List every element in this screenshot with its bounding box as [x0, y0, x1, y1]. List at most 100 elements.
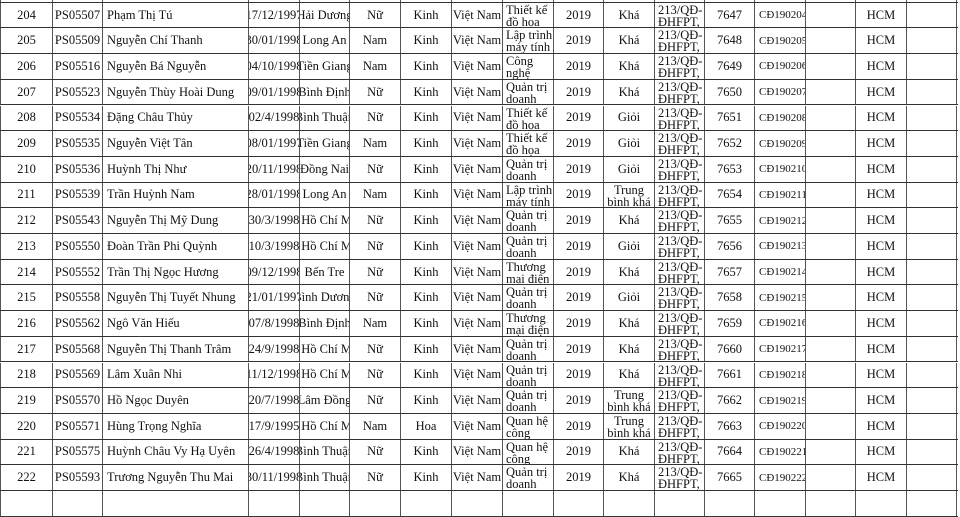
cell-extra[interactable]: [805, 285, 855, 311]
cell-code[interactable]: [754, 0, 805, 2]
cell-dob[interactable]: 20/11/1998: [248, 156, 299, 182]
cell-name[interactable]: Trần Huỳnh Nam: [102, 182, 248, 208]
cell-nation[interactable]: Việt Nam: [451, 439, 502, 465]
cell-ethnic[interactable]: Kinh: [400, 208, 451, 233]
cell-gender[interactable]: Nữ: [349, 439, 400, 465]
cell-year[interactable]: 2019: [553, 105, 603, 131]
cell-grade[interactable]: Giỏi: [603, 285, 654, 311]
cell-code[interactable]: CĐ190209: [754, 131, 805, 156]
cell-year[interactable]: 2019: [553, 336, 603, 362]
cell-year[interactable]: 2019: [553, 131, 603, 156]
cell-nation[interactable]: Việt Nam: [451, 413, 502, 439]
cell-campus[interactable]: HCM: [855, 234, 906, 259]
cell-dob[interactable]: 20/7/1998: [248, 388, 299, 413]
cell-major[interactable]: Quản trị doanh: [502, 234, 553, 259]
cell-name[interactable]: Huỳnh Châu Vy Hạ Uyên: [102, 439, 248, 465]
cell-decision[interactable]: 213/QĐ-ĐHFPT,: [654, 311, 704, 336]
cell-nation[interactable]: Việt Nam: [451, 131, 502, 156]
cell-note[interactable]: [906, 105, 957, 131]
cell-place[interactable]: Bình Định: [299, 79, 349, 105]
cell-ethnic[interactable]: Kinh: [400, 28, 451, 54]
cell-no[interactable]: 215: [0, 285, 52, 311]
cell-decision[interactable]: 213/QĐ-ĐHFPT,: [654, 156, 704, 182]
cell-no[interactable]: 204: [0, 2, 52, 28]
cell-ethnic[interactable]: Kinh: [400, 362, 451, 388]
cell-nation[interactable]: Việt Nam: [451, 156, 502, 182]
cell-ethnic[interactable]: [400, 0, 451, 2]
cell-no[interactable]: 213: [0, 234, 52, 259]
cell-campus[interactable]: HCM: [855, 182, 906, 208]
cell-num[interactable]: 7649: [704, 54, 754, 79]
cell-note[interactable]: [906, 79, 957, 105]
cell-dob[interactable]: 24/9/1998: [248, 336, 299, 362]
cell-id[interactable]: PS05575: [52, 439, 102, 465]
cell-extra[interactable]: [805, 336, 855, 362]
cell-place[interactable]: Bình Dương: [299, 285, 349, 311]
cell-campus[interactable]: HCM: [855, 362, 906, 388]
cell-no[interactable]: 218: [0, 362, 52, 388]
cell-campus[interactable]: HCM: [855, 259, 906, 285]
cell-campus[interactable]: HCM: [855, 439, 906, 465]
cell-place[interactable]: Long An: [299, 182, 349, 208]
cell-no[interactable]: 216: [0, 311, 52, 336]
cell-code[interactable]: CĐ190207: [754, 79, 805, 105]
cell-grade[interactable]: Khá: [603, 336, 654, 362]
cell-grade[interactable]: Khá: [603, 259, 654, 285]
cell-note[interactable]: [906, 28, 957, 54]
cell-extra[interactable]: [805, 79, 855, 105]
cell-grade[interactable]: Khá: [603, 28, 654, 54]
cell-nation[interactable]: Việt Nam: [451, 105, 502, 131]
cell-ethnic[interactable]: Kinh: [400, 311, 451, 336]
cell-year[interactable]: 2019: [553, 54, 603, 79]
cell-id[interactable]: PS05562: [52, 311, 102, 336]
cell-note[interactable]: [906, 413, 957, 439]
cell-decision[interactable]: 213/QĐ-ĐHFPT,: [654, 131, 704, 156]
cell-note[interactable]: [906, 208, 957, 233]
cell-extra[interactable]: [805, 259, 855, 285]
cell-nation[interactable]: Việt Nam: [451, 388, 502, 413]
cell-dob[interactable]: 08/01/1997: [248, 131, 299, 156]
cell-nation[interactable]: Việt Nam: [451, 79, 502, 105]
cell-dob[interactable]: 02/4/1998: [248, 105, 299, 131]
cell-code[interactable]: CĐ190212: [754, 208, 805, 233]
cell-place[interactable]: Tiền Giang: [299, 131, 349, 156]
cell-note[interactable]: [906, 234, 957, 259]
cell-grade[interactable]: Khá: [603, 54, 654, 79]
cell-major[interactable]: Thương mại điện: [502, 259, 553, 285]
cell-note[interactable]: [906, 336, 957, 362]
cell-gender[interactable]: Nữ: [349, 336, 400, 362]
cell-dob[interactable]: 30/01/1998: [248, 28, 299, 54]
cell-gender[interactable]: Nữ: [349, 465, 400, 490]
cell-place[interactable]: Bến Tre: [299, 259, 349, 285]
cell-dob[interactable]: 04/10/1998: [248, 54, 299, 79]
cell-campus[interactable]: HCM: [855, 105, 906, 131]
cell-id[interactable]: PS05535: [52, 131, 102, 156]
cell-year[interactable]: 2019: [553, 259, 603, 285]
cell-campus[interactable]: HCM: [855, 79, 906, 105]
cell-name[interactable]: Lâm Xuân Nhi: [102, 362, 248, 388]
cell-major[interactable]: Quan hệ công: [502, 439, 553, 465]
cell-id[interactable]: PS05523: [52, 79, 102, 105]
cell-dob[interactable]: 30/3/1998: [248, 208, 299, 233]
cell-code[interactable]: CĐ190210: [754, 156, 805, 182]
cell-major[interactable]: Quản trị doanh: [502, 285, 553, 311]
cell-campus[interactable]: HCM: [855, 54, 906, 79]
cell-year[interactable]: 2019: [553, 362, 603, 388]
cell-ethnic[interactable]: Kinh: [400, 2, 451, 28]
cell-nation[interactable]: Việt Nam: [451, 465, 502, 490]
cell-name[interactable]: Trần Thị Ngọc Hương: [102, 259, 248, 285]
cell-ethnic[interactable]: Kinh: [400, 105, 451, 131]
cell-id[interactable]: PS05536: [52, 156, 102, 182]
cell-dob[interactable]: 09/01/1998: [248, 79, 299, 105]
cell-grade[interactable]: Khá: [603, 439, 654, 465]
cell-nation[interactable]: Việt Nam: [451, 54, 502, 79]
cell-no[interactable]: 208: [0, 105, 52, 131]
cell-year[interactable]: 2019: [553, 28, 603, 54]
cell-name[interactable]: Nguyễn Việt Tân: [102, 131, 248, 156]
cell-ethnic[interactable]: Kinh: [400, 79, 451, 105]
cell-decision[interactable]: 213/QĐ-ĐHFPT,: [654, 234, 704, 259]
cell-num[interactable]: 7654: [704, 182, 754, 208]
cell-major[interactable]: Lập trình máy tính: [502, 182, 553, 208]
cell-place[interactable]: Tp. Hồ Chí Minh: [299, 413, 349, 439]
cell-name[interactable]: Huỳnh Thị Như: [102, 156, 248, 182]
